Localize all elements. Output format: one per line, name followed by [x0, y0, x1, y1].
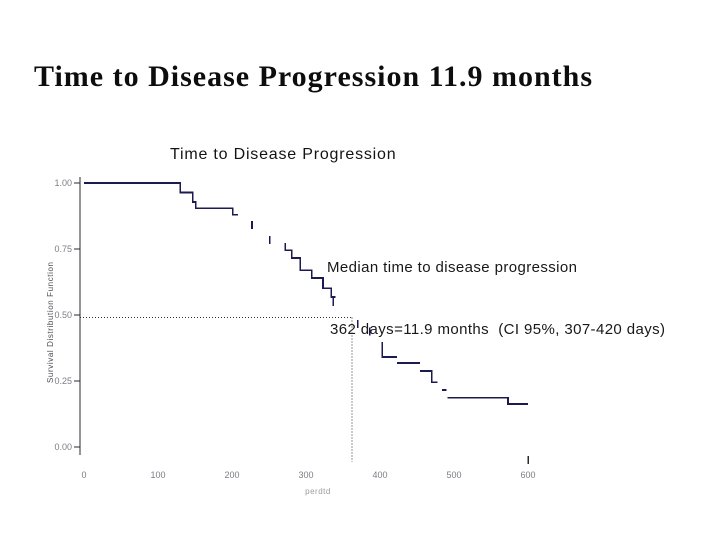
median-annotation: Median time to disease progression 362 d…: [327, 225, 665, 372]
median-reference-lines: [80, 317, 353, 462]
curve-segment: [84, 182, 238, 216]
x-tick-label: 500: [446, 470, 461, 480]
x-tick-label: 400: [372, 470, 387, 480]
x-tick-label: 0: [81, 470, 86, 480]
curve-segment: [381, 341, 397, 358]
y-tick-label: 1.00: [54, 178, 72, 188]
curve-segment: [447, 397, 528, 405]
x-tick-label: 200: [224, 470, 239, 480]
annotation-line-2: 362 days=11.9 months (CI 95%, 307-420 da…: [330, 321, 666, 338]
y-tick-label: 0.50: [54, 310, 72, 320]
y-tick-label: 0.75: [54, 244, 72, 254]
survival-curve: [84, 182, 528, 405]
x-tick-label: 100: [150, 470, 165, 480]
x-tick-label: 600: [520, 470, 535, 480]
slide-title: Time to Disease Progression 11.9 months: [34, 60, 594, 93]
x-tick-label: 300: [298, 470, 313, 480]
y-tick-label: 0.25: [54, 376, 72, 386]
y-tick-label: 0.00: [54, 442, 72, 452]
axes: 1.00 0.75 0.50 0.25 0.00 0 100 200 300 400 500 600 p…: [54, 177, 536, 496]
chart-title: Time to Disease Progression: [170, 146, 397, 163]
curve-segment: [284, 242, 336, 298]
curve-segment: [420, 370, 438, 383]
x-axis-variable-label: perdtd: [305, 487, 331, 496]
annotation-line-1: Median time to disease progression: [327, 259, 578, 276]
